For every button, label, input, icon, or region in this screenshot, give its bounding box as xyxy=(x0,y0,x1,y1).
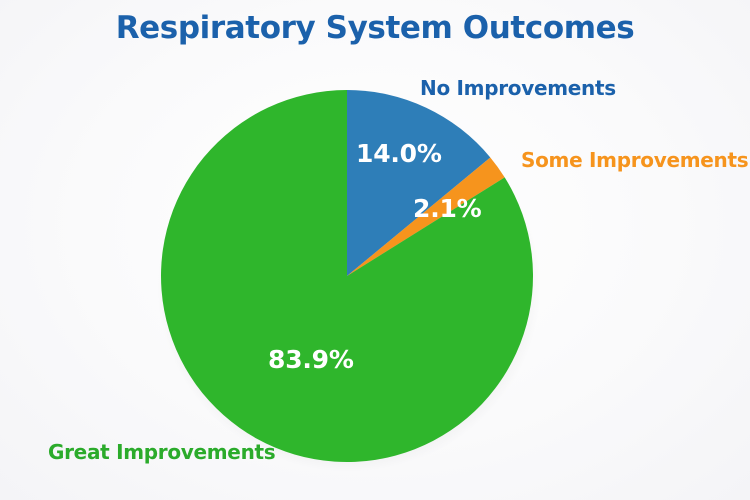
pie-slice-some-improvements[interactable] xyxy=(347,157,505,276)
pie-label-no-improvements: No Improvements xyxy=(420,76,616,100)
pie-slice-great-improvements[interactable] xyxy=(161,90,534,463)
pie-label-some-improvements: Some Improvements xyxy=(521,148,749,172)
pie-value-no-improvements: 14.0% xyxy=(356,139,442,168)
pie-label-great-improvements: Great Improvements xyxy=(48,440,276,464)
pie-value-some-improvements: 2.1% xyxy=(413,194,482,223)
pie-value-great-improvements: 83.9% xyxy=(268,345,354,374)
page-title: Respiratory System Outcomes xyxy=(115,10,635,46)
pie-slice-no-improvements[interactable] xyxy=(347,90,491,276)
